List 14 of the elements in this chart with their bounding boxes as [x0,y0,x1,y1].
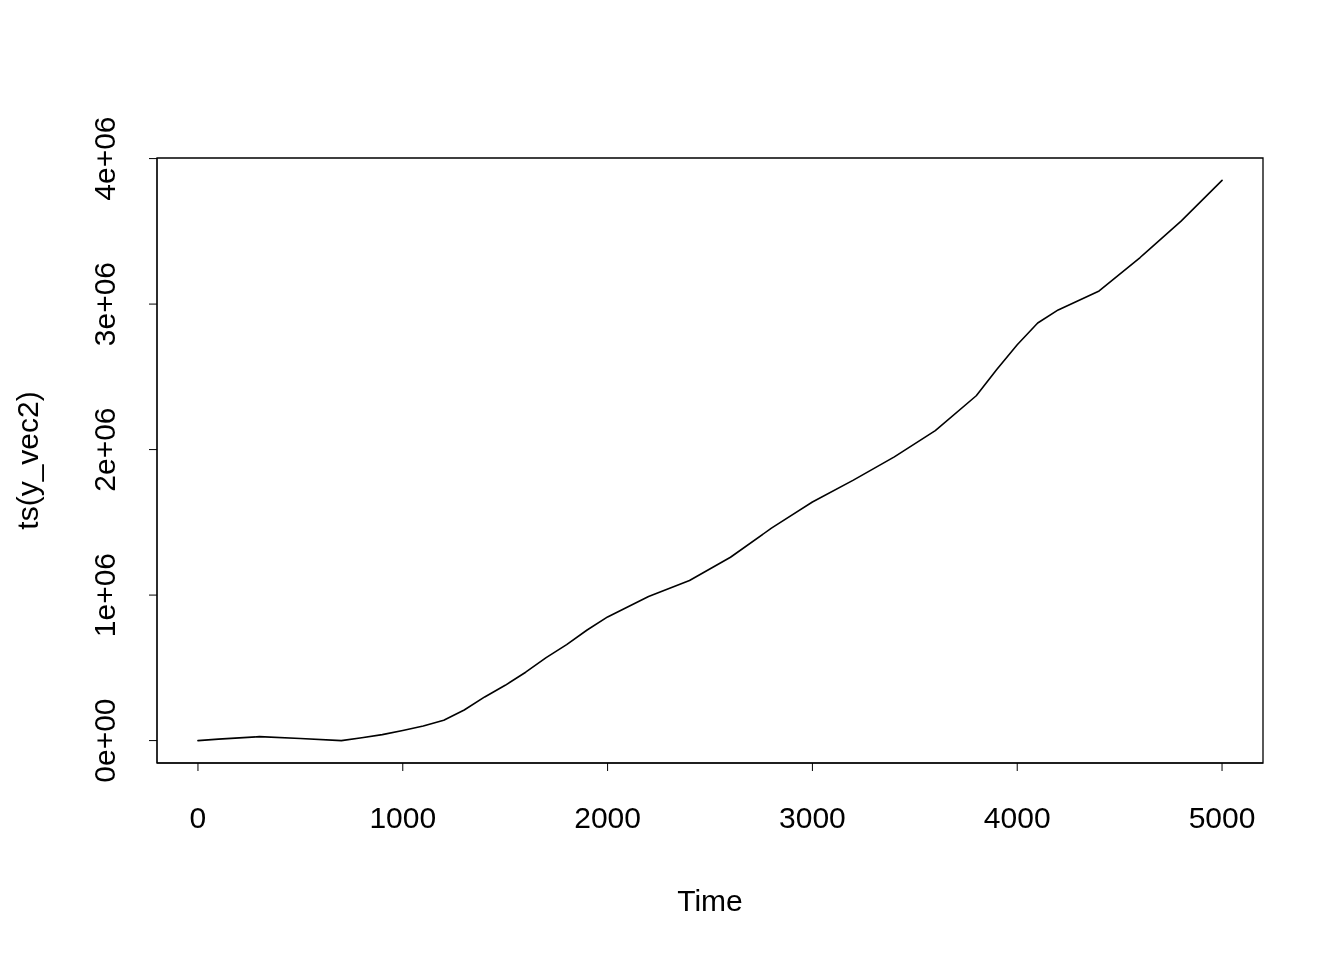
line-series [197,179,1223,742]
x-tick-label: 4000 [983,801,1051,834]
y-axis-title: ts(y_vec2) [11,391,44,530]
x-axis-title: Time [677,884,743,917]
y-tick-label: 2e+06 [88,407,121,492]
x-tick-label: 0 [189,801,207,834]
y-tick-label: 1e+06 [88,552,121,638]
y-tick-label: 4e+06 [88,116,121,201]
y-tick-label: 3e+06 [88,261,121,347]
x-tick-label: 3000 [779,801,846,834]
y-tick-label: 0e+00 [88,698,121,783]
x-tick-label: 2000 [574,801,641,834]
x-tick-label: 5000 [1188,801,1256,834]
x-tick-label: 1000 [369,801,437,834]
